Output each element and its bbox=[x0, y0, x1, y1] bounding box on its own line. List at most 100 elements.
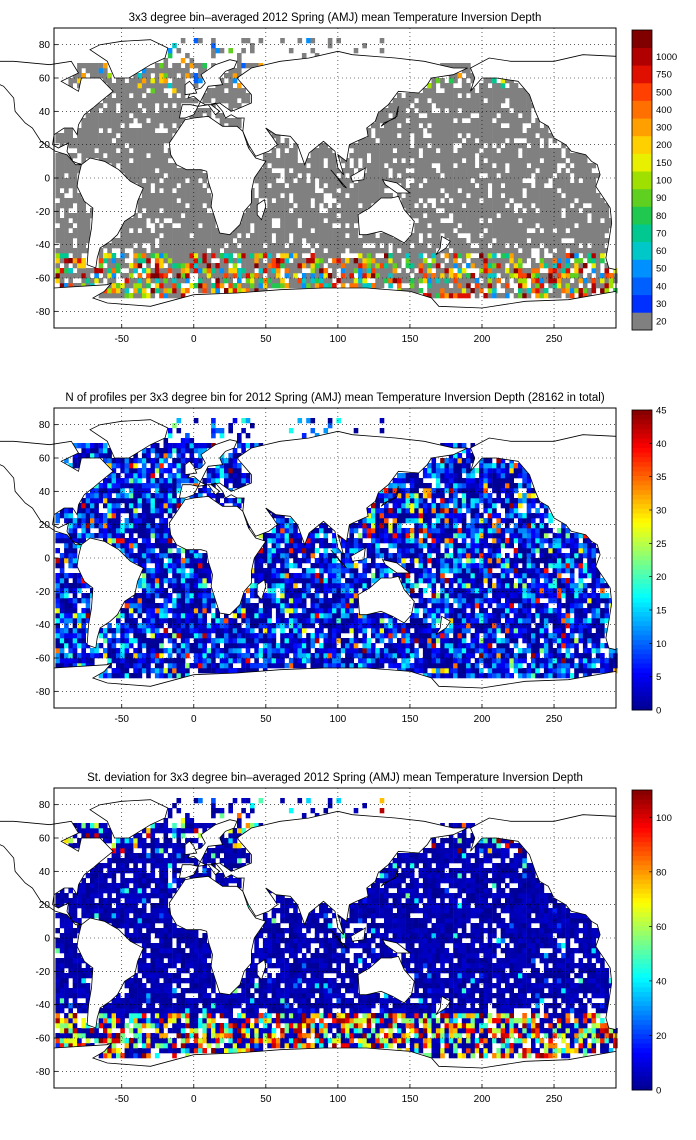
count-bin-cell bbox=[150, 628, 156, 634]
depth-bin-cell bbox=[435, 283, 441, 289]
count-bin-cell bbox=[496, 623, 501, 629]
colorbar-segment bbox=[632, 171, 652, 190]
y-tick-label: -20 bbox=[36, 207, 51, 218]
depth-bin-cell bbox=[219, 83, 225, 89]
count-bin-cell bbox=[141, 643, 147, 649]
depth-bin-cell bbox=[94, 273, 99, 279]
depth-bin-cell bbox=[509, 138, 514, 144]
count-bin-cell bbox=[59, 643, 65, 649]
depth-bin-cell bbox=[128, 233, 134, 239]
count-bin-cell bbox=[55, 643, 60, 649]
depth-bin-cell bbox=[228, 253, 233, 259]
depth-bin-cell bbox=[94, 278, 99, 284]
count-bin-cell bbox=[556, 663, 562, 669]
depth-bin-cell bbox=[319, 243, 324, 249]
depth-bin-cell bbox=[496, 263, 501, 269]
count-bin-cell bbox=[219, 668, 225, 674]
count-bin-cell bbox=[388, 638, 393, 644]
depth-bin-cell bbox=[440, 148, 445, 154]
depth-bin-cell bbox=[379, 248, 385, 254]
depth-bin-cell bbox=[202, 218, 207, 224]
depth-bin-cell bbox=[185, 258, 190, 264]
depth-bin-cell bbox=[284, 253, 290, 259]
count-bin-cell bbox=[600, 618, 605, 624]
depth-bin-cell bbox=[332, 238, 337, 244]
depth-bin-cell bbox=[483, 253, 488, 259]
count-bin-cell bbox=[561, 623, 566, 629]
depth-bin-cell bbox=[284, 198, 290, 204]
count-bin-cell bbox=[444, 648, 450, 654]
count-bin-cell bbox=[68, 658, 73, 664]
count-bin-cell bbox=[353, 613, 359, 619]
depth-bin-cell bbox=[513, 153, 519, 159]
depth-bin-cell bbox=[509, 163, 514, 169]
depth-bin-cell bbox=[198, 253, 203, 259]
depth-bin-cell bbox=[336, 263, 341, 269]
depth-bin-cell bbox=[141, 218, 147, 224]
count-bin-cell bbox=[431, 628, 437, 634]
depth-bin-cell bbox=[427, 273, 432, 279]
depth-bin-cell bbox=[180, 253, 186, 259]
depth-bin-cell bbox=[124, 273, 130, 279]
depth-bin-cell bbox=[539, 293, 545, 299]
count-bin-cell bbox=[492, 653, 497, 659]
depth-bin-cell bbox=[198, 268, 203, 274]
count-bin-cell bbox=[345, 653, 350, 659]
count-bin-cell bbox=[128, 653, 134, 659]
depth-bin-cell bbox=[68, 133, 73, 139]
land-layer bbox=[0, 39, 617, 329]
depth-bin-cell bbox=[154, 88, 160, 94]
depth-bin-cell bbox=[72, 258, 78, 264]
depth-bin-cell bbox=[466, 123, 471, 129]
depth-bin-cell bbox=[228, 268, 233, 274]
depth-bin-cell bbox=[314, 278, 320, 284]
depth-bin-cell bbox=[180, 58, 186, 64]
count-bin-cell bbox=[487, 648, 493, 654]
depth-bin-cell bbox=[470, 118, 476, 124]
depth-bin-cell bbox=[518, 98, 523, 104]
depth-bin-cell bbox=[150, 68, 156, 74]
depth-bin-cell bbox=[457, 168, 463, 174]
depth-bin-cell bbox=[457, 153, 463, 159]
depth-bin-cell bbox=[531, 213, 536, 219]
count-bin-cell bbox=[453, 658, 458, 664]
depth-bin-cell bbox=[379, 278, 385, 284]
depth-bin-cell bbox=[600, 278, 605, 284]
count-bin-cell bbox=[133, 658, 138, 664]
count-bin-cell bbox=[141, 668, 147, 674]
depth-bin-cell bbox=[500, 153, 506, 159]
depth-bin-cell bbox=[543, 173, 549, 179]
depth-bin-cell bbox=[379, 193, 385, 199]
depth-bin-cell bbox=[487, 223, 493, 229]
count-bin-cell bbox=[440, 668, 445, 674]
depth-bin-cell bbox=[202, 228, 207, 234]
count-bin-cell bbox=[219, 628, 225, 634]
count-bin-cell bbox=[561, 618, 566, 624]
depth-bin-cell bbox=[418, 98, 424, 104]
depth-bin-cell bbox=[496, 228, 501, 234]
depth-bin-cell bbox=[111, 133, 117, 139]
depth-bin-cell bbox=[319, 198, 324, 204]
depth-bin-cell bbox=[327, 283, 333, 289]
depth-bin-cell bbox=[193, 188, 199, 194]
count-bin-cell bbox=[319, 613, 324, 619]
depth-bin-cell bbox=[219, 263, 225, 269]
depth-bin-cell bbox=[159, 83, 164, 89]
depth-bin-cell bbox=[116, 158, 121, 164]
count-bin-cell bbox=[128, 658, 134, 664]
count-bin-cell bbox=[366, 653, 372, 659]
depth-bin-cell bbox=[526, 248, 532, 254]
depth-bin-cell bbox=[453, 78, 458, 84]
count-bin-cell bbox=[487, 673, 493, 679]
depth-bin-cell bbox=[228, 273, 233, 279]
depth-bin-cell bbox=[202, 223, 207, 229]
depth-bin-cell bbox=[556, 178, 562, 184]
count-bin-cell bbox=[600, 643, 605, 649]
depth-bin-cell bbox=[535, 118, 540, 124]
depth-bin-cell bbox=[487, 98, 493, 104]
depth-bin-cell bbox=[271, 178, 277, 184]
count-bin-cell bbox=[224, 613, 229, 619]
depth-bin-cell bbox=[500, 83, 506, 89]
depth-bin-cell bbox=[496, 178, 501, 184]
count-bin-cell bbox=[215, 618, 220, 624]
